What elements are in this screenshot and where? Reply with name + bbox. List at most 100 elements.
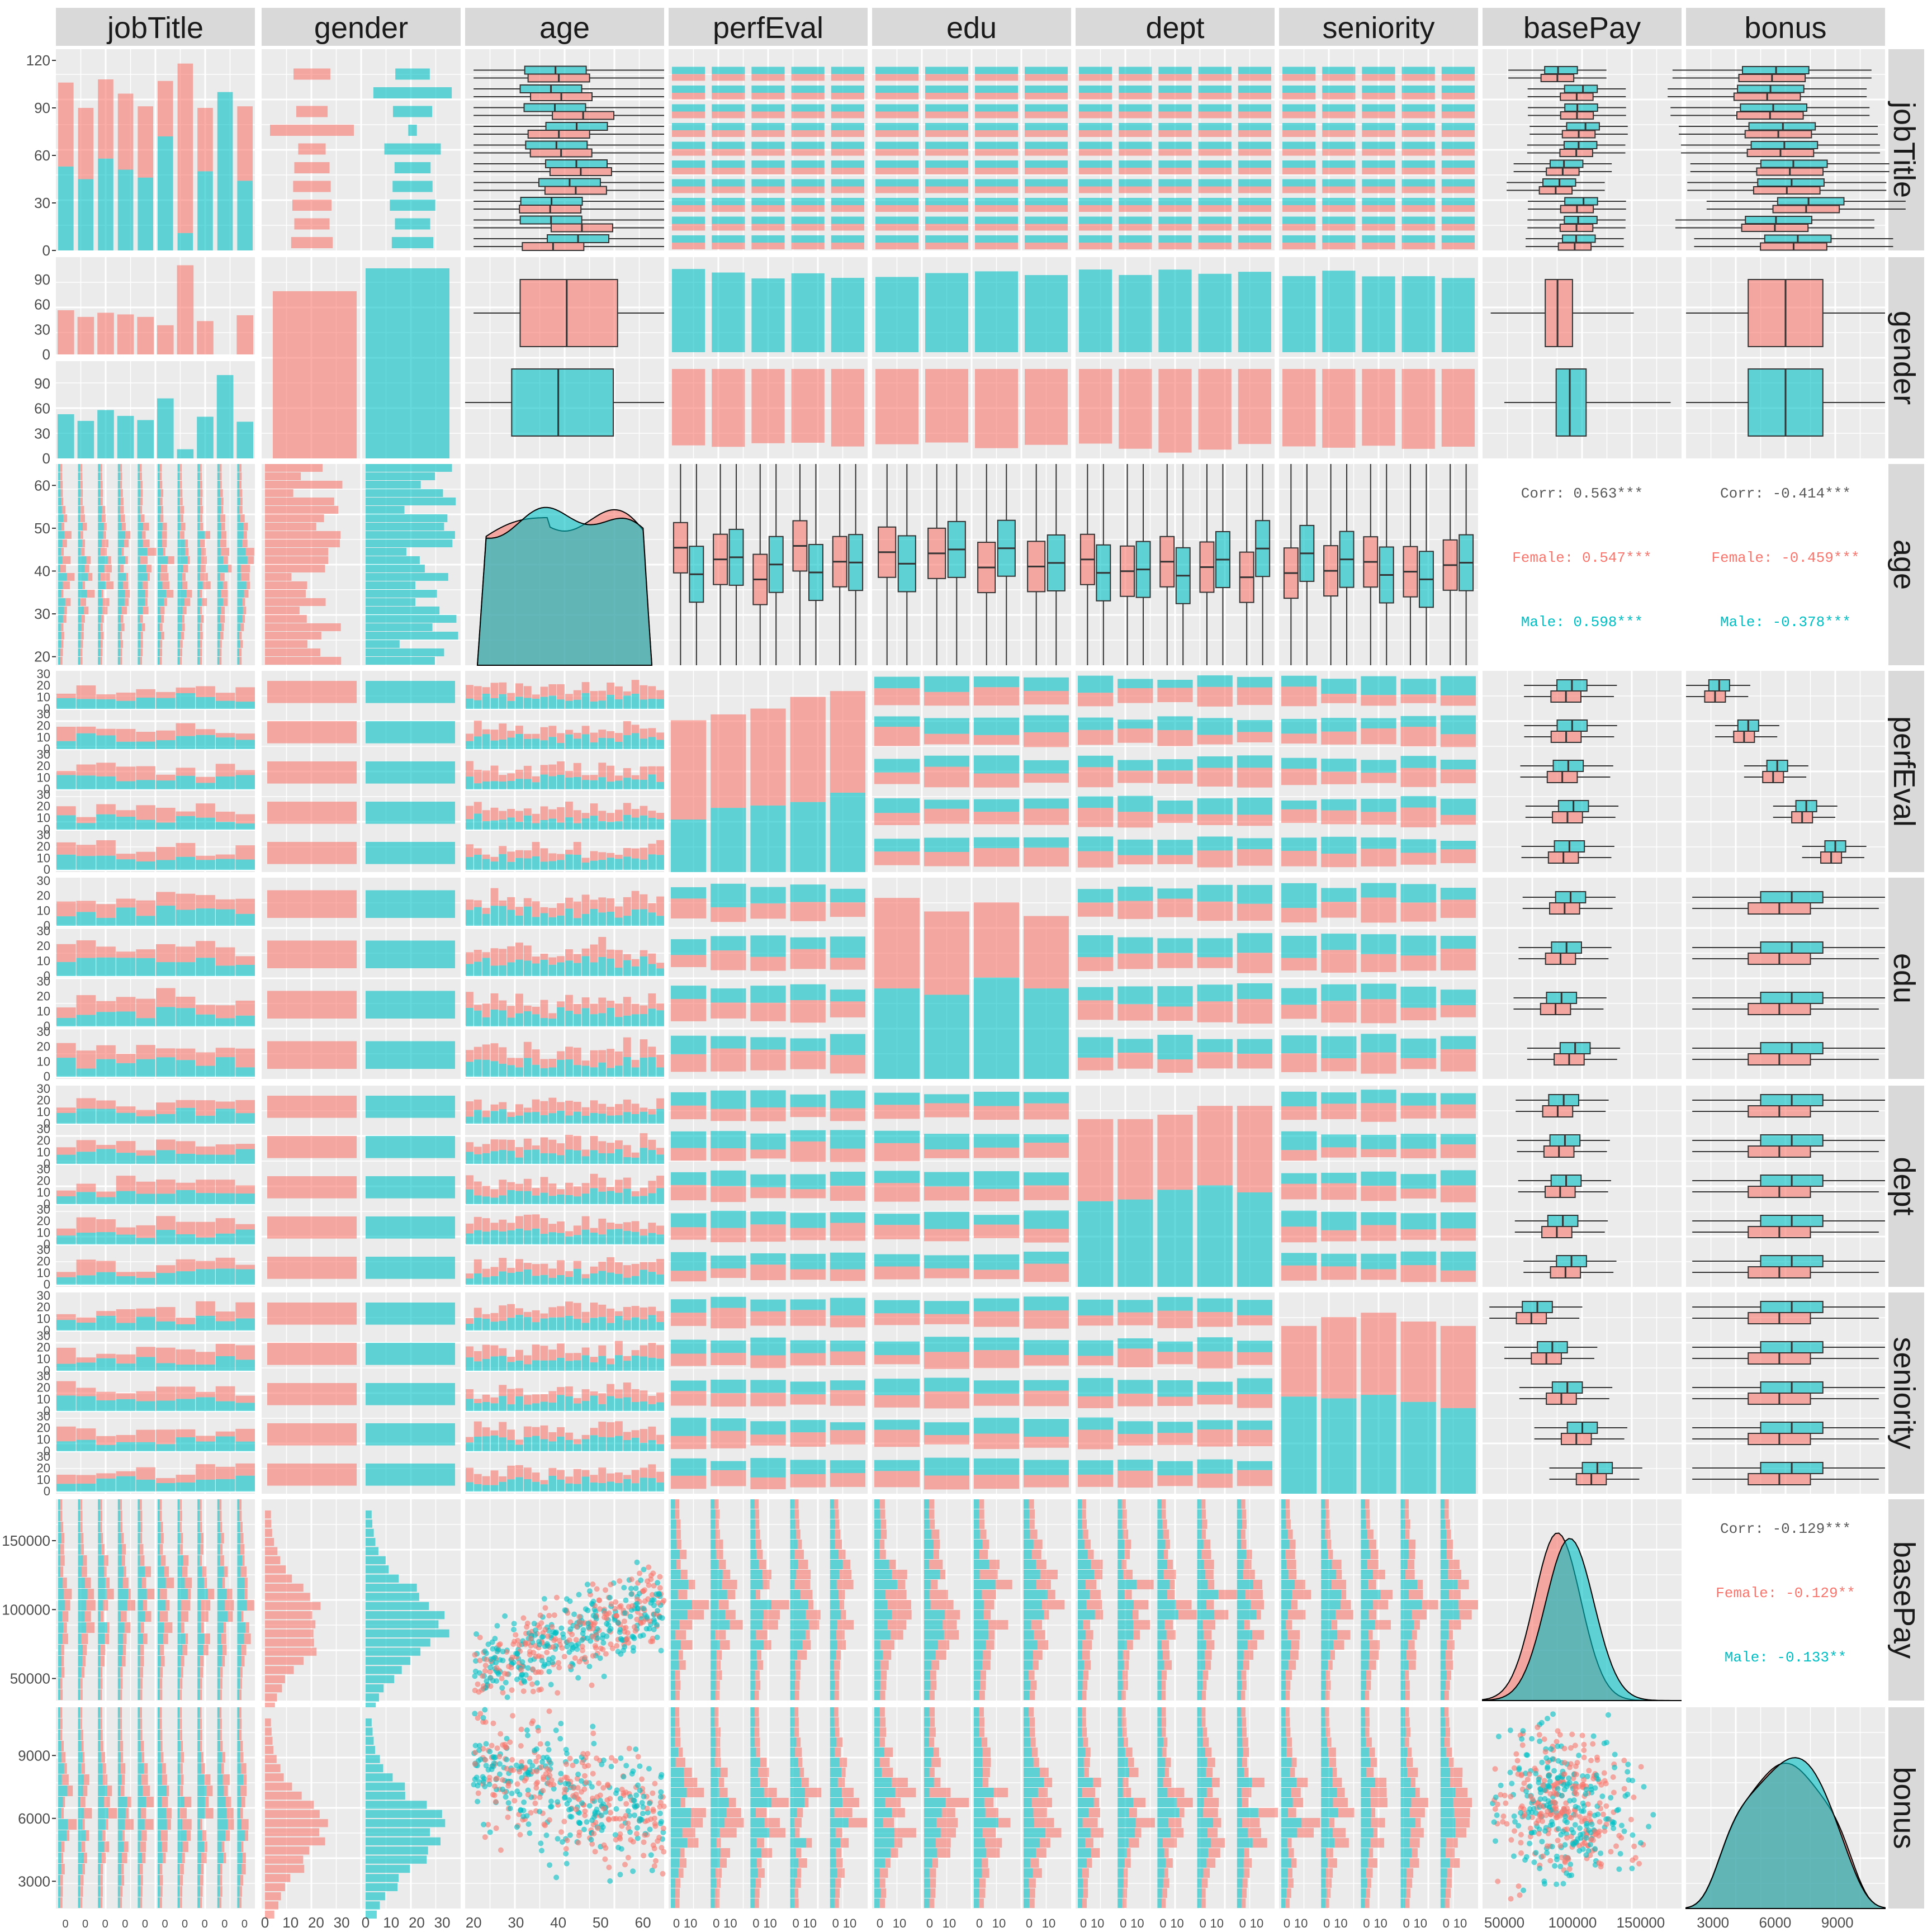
- edu-jobtitle-male-bin: [76, 958, 96, 976]
- seniority-age-female-bin: [607, 1422, 614, 1438]
- perfEval-dept-male-bar: [1078, 675, 1114, 693]
- perfEval-jobtitle-female-bin: [56, 693, 76, 698]
- seniority-dept-female-bar: [1117, 1393, 1153, 1407]
- dept-perfEval-female-bar: [750, 1149, 786, 1159]
- dept-age-female-bin: [548, 1224, 557, 1233]
- jobtitle-seniority-male-bar: [1362, 160, 1395, 168]
- jobtitle-edu-female-bar: [975, 186, 1018, 193]
- basePay-jobtitle-male-bin: [117, 1566, 124, 1577]
- perfEval-gender-female-bar: [267, 721, 357, 744]
- perfEval-jobtitle-female-bin: [176, 811, 196, 816]
- dept-age-male-bin: [482, 1196, 490, 1204]
- seniority-jobtitle-male-bin: [156, 1444, 176, 1451]
- perfEval-dept-male-bar: [1117, 679, 1153, 689]
- perfEval-jobtitle-female-bin: [76, 845, 96, 856]
- basePay-jobtitle-female-bin: [140, 1656, 144, 1666]
- jobtitle-seniority-female-bar: [1401, 149, 1435, 156]
- edu-perfEval-male-bar: [830, 1034, 865, 1055]
- dept-seniority-female-bar: [1361, 1103, 1396, 1122]
- age-gender-female-bin: [265, 657, 342, 665]
- jobtitle-perfEval-male-bar: [712, 160, 745, 168]
- dept-edu-female-bar: [874, 1183, 920, 1202]
- perfEval-age-male-bin: [490, 820, 499, 830]
- edu-jobtitle-male-bin: [96, 1012, 116, 1026]
- right-strip-label-basePay: basePay: [1887, 1541, 1921, 1659]
- age-jobtitle-female-bin: [100, 648, 103, 656]
- dept-seniority-male-bar: [1321, 1253, 1357, 1267]
- dept-age-female-bin: [640, 1107, 648, 1112]
- age-jobtitle-male-bin: [237, 489, 240, 497]
- dept-age-female-bin: [515, 1216, 523, 1229]
- perfEval-seniority-female-bar: [1440, 734, 1476, 747]
- perfEval-edu-male-bar: [974, 717, 1019, 735]
- age-jobtitle-female-bin: [239, 481, 242, 489]
- perfEval-age-male-bin: [598, 821, 607, 830]
- gender-perfEval-male-bar: [831, 278, 864, 352]
- dept-age-male-bin: [557, 1110, 565, 1124]
- jobtitle-seniority-male-bar: [1322, 198, 1356, 205]
- edu-seniority-female-bar: [1281, 1053, 1317, 1072]
- gender-perfEval-male-bar: [751, 278, 785, 352]
- age-jobtitle-male-bin: [197, 506, 201, 514]
- seniority-age-female-bin: [656, 1392, 664, 1403]
- jobtitle-edu-male-bar: [925, 216, 968, 224]
- age-jobtitle-male-bin: [138, 464, 140, 472]
- basePay-jobtitle-female-bin: [160, 1667, 163, 1678]
- seniority-jobtitle-male-bin: [76, 1484, 96, 1491]
- jobtitle-edu-male-bar: [1025, 141, 1068, 149]
- seniority-edu-male-bar: [924, 1422, 969, 1436]
- edu-age-female-bin: [557, 903, 565, 916]
- edu-age-male-bin: [607, 958, 614, 976]
- seniority-jobtitle-male-bin: [96, 1400, 116, 1411]
- seniority-edu-female-bar: [924, 1435, 969, 1445]
- perfEval-age-female-bin: [523, 733, 532, 739]
- perfEval-jobtitle-male-bin: [215, 859, 235, 870]
- age-gender-male-bin: [366, 481, 421, 489]
- dept-age-female-bin: [466, 1223, 473, 1234]
- gender-edu-female-bar: [1025, 369, 1068, 445]
- edu-jobtitle-female-bin: [76, 1050, 96, 1069]
- dept-edu-male-bar: [1024, 1172, 1069, 1186]
- jobtitle-dept-female-bar: [1198, 186, 1232, 193]
- seniority-gender-female-bar: [267, 1343, 357, 1365]
- edu-age-female-bin: [656, 896, 664, 916]
- jobtitle-dept-female-bar: [1238, 74, 1271, 81]
- age-jobtitle-female-bin: [140, 640, 143, 648]
- seniority-edu-female-bar: [1024, 1390, 1069, 1407]
- age-gender-male-bin: [366, 531, 455, 539]
- top-strip-age: [465, 8, 664, 46]
- perfEval-jobtitle-male-bin: [116, 781, 136, 789]
- dept-age-male-bin: [607, 1115, 614, 1124]
- perfEval-dept-female-bar: [1078, 693, 1114, 707]
- edu-age-female-bin: [631, 1003, 640, 1015]
- perfEval-gender-male-bar: [366, 721, 455, 744]
- jobtitle-dept-male-bar: [1198, 179, 1232, 187]
- age-jobtitle-male-bin: [197, 498, 200, 505]
- age-jobtitle-female-bin: [140, 514, 145, 522]
- jobtitle-seniority-female-bar: [1401, 93, 1435, 100]
- jobtitle-dept-female-bar: [1119, 74, 1152, 81]
- perfEval-age-male-bin: [615, 859, 623, 870]
- age-gender-male-bin: [366, 615, 457, 623]
- jobtitle-edu-female-bar: [925, 149, 968, 156]
- age-jobtitle-female-bin: [120, 489, 123, 497]
- age-jobtitle-female-bin: [222, 581, 228, 589]
- age-jobtitle-female-bin: [120, 481, 122, 489]
- perfEval-age-female-bin: [507, 731, 515, 738]
- perfEval-age-male-bin: [473, 813, 482, 830]
- dept-edu-female-bar: [924, 1103, 969, 1117]
- facet-separator: [56, 354, 255, 361]
- dept-age-female-bin: [540, 1218, 548, 1234]
- panel-gender-seniority: [1279, 257, 1478, 458]
- edu-perfEval-male-bar: [750, 986, 786, 1003]
- edu-age-female-bin: [515, 943, 523, 960]
- dept-age-female-bin: [631, 1221, 640, 1232]
- perfEval-age-female-bin: [490, 683, 499, 698]
- seniority-age-male-bin: [631, 1437, 640, 1451]
- seniority-perfEval-male-bar: [711, 1379, 746, 1394]
- dept-gender-male-bar: [366, 1096, 455, 1118]
- seniority-age-female-bin: [640, 1307, 648, 1320]
- jobtitle-count-male-bar: [117, 169, 134, 250]
- seniority-age-male-bin: [607, 1437, 614, 1451]
- jobtitle-edu-male-bar: [1025, 160, 1068, 168]
